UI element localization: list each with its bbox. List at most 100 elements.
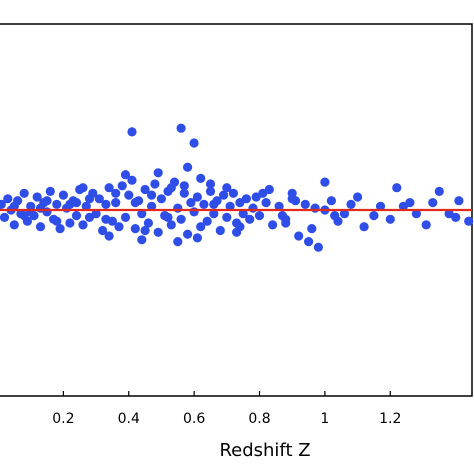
- data-point: [35, 222, 46, 232]
- data-point: [104, 231, 114, 241]
- data-point: [369, 211, 379, 221]
- data-point: [392, 183, 402, 193]
- data-point: [310, 203, 320, 213]
- data-point: [232, 227, 242, 237]
- data-point: [71, 211, 82, 221]
- data-point: [98, 225, 108, 236]
- data-point: [215, 225, 225, 236]
- data-point: [375, 201, 386, 211]
- data-point: [176, 214, 186, 224]
- data-point: [304, 237, 314, 247]
- data-point: [339, 209, 350, 219]
- data-point: [176, 123, 186, 133]
- data-point: [222, 212, 232, 222]
- data-point: [287, 188, 297, 198]
- data-point: [179, 188, 189, 198]
- data-point: [245, 214, 255, 224]
- data-point: [130, 198, 140, 208]
- data-point: [434, 186, 444, 196]
- data-point: [428, 198, 438, 208]
- data-point: [45, 186, 55, 196]
- data-point: [163, 212, 173, 222]
- data-point: [202, 216, 212, 226]
- data-point: [307, 224, 317, 234]
- data-point: [421, 220, 431, 230]
- data-point: [114, 222, 124, 232]
- data-point: [140, 184, 150, 195]
- data-point: [111, 188, 121, 198]
- data-point: [454, 196, 464, 206]
- data-point: [35, 203, 46, 213]
- data-point: [0, 212, 10, 222]
- data-point: [192, 192, 202, 202]
- data-point: [58, 190, 68, 200]
- data-point: [19, 211, 29, 221]
- data-point: [326, 196, 336, 206]
- data-point: [248, 203, 258, 213]
- data-point: [127, 175, 137, 185]
- data-point: [205, 179, 216, 189]
- data-point: [196, 222, 206, 232]
- data-point: [385, 214, 395, 224]
- x-axis-ticks: 0.2 0.4 0.6 0.8 1 1.2: [52, 391, 401, 427]
- data-point: [281, 218, 291, 228]
- data-point: [254, 211, 265, 221]
- data-point: [192, 233, 202, 243]
- data-point: [277, 211, 287, 221]
- data-point: [91, 209, 101, 219]
- data-point: [464, 216, 474, 226]
- data-point: [156, 194, 166, 204]
- data-point: [9, 220, 19, 230]
- data-point: [183, 229, 193, 239]
- data-point: [268, 220, 278, 230]
- data-point: [189, 138, 199, 148]
- data-point: [359, 222, 369, 232]
- data-point: [238, 209, 248, 219]
- data-point: [153, 168, 163, 178]
- data-point: [137, 209, 147, 219]
- data-point: [42, 196, 52, 206]
- data-point: [274, 201, 284, 211]
- data-point: [52, 199, 62, 209]
- data-point: [81, 201, 91, 211]
- x-tick-label: 1.2: [379, 411, 401, 427]
- x-tick-label: 1: [320, 411, 329, 427]
- data-point: [189, 207, 199, 217]
- data-point: [411, 209, 421, 219]
- data-point: [120, 212, 131, 222]
- data-point: [225, 201, 235, 211]
- data-point: [147, 190, 157, 200]
- data-point: [120, 170, 131, 180]
- data-point: [196, 173, 206, 183]
- data-point: [313, 242, 323, 252]
- data-point: [65, 218, 75, 228]
- data-point: [9, 201, 19, 211]
- data-point: [398, 201, 408, 211]
- x-tick-label: 0.2: [52, 411, 74, 427]
- data-point: [52, 216, 62, 226]
- data-point: [143, 218, 153, 228]
- data-point: [84, 194, 95, 204]
- data-point: [228, 188, 238, 198]
- data-point: [173, 203, 183, 213]
- data-point: [330, 211, 340, 221]
- data-point: [294, 231, 304, 241]
- data-point: [353, 192, 363, 202]
- data-point: [320, 177, 330, 187]
- data-point: [117, 181, 127, 191]
- data-point: [261, 198, 271, 208]
- data-point: [166, 183, 176, 193]
- data-point: [290, 196, 301, 206]
- x-tick-label: 0.6: [183, 411, 205, 427]
- data-point: [264, 184, 274, 195]
- data-point: [166, 220, 176, 230]
- data-point: [0, 199, 6, 209]
- data-point: [101, 199, 111, 209]
- data-point: [130, 224, 140, 234]
- data-point: [205, 186, 216, 196]
- data-point: [140, 225, 150, 236]
- data-points: [0, 123, 474, 252]
- data-point: [209, 209, 219, 219]
- data-point: [241, 194, 251, 204]
